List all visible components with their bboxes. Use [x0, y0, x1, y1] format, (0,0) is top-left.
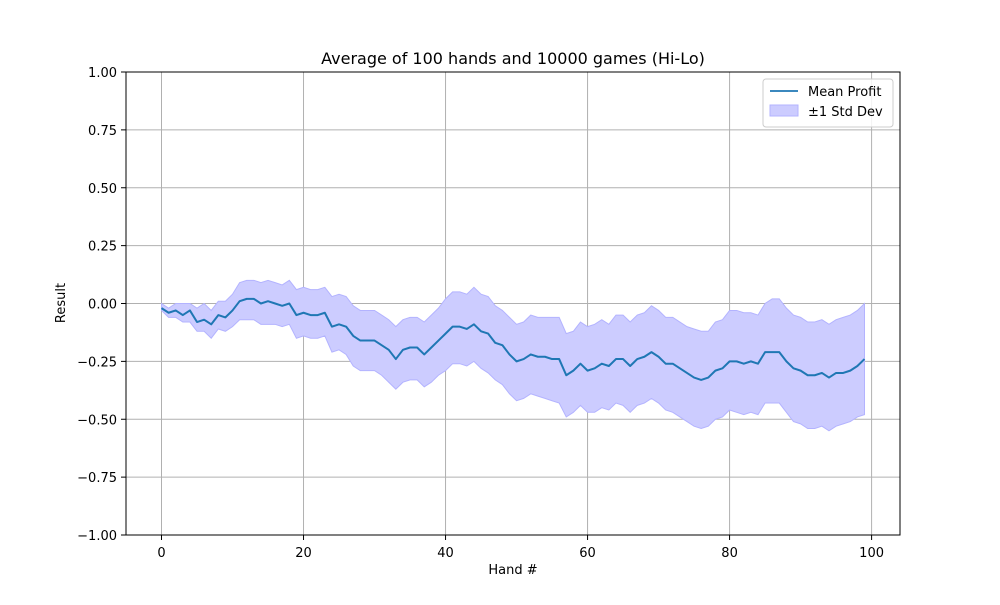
- std-dev-band-area: [161, 279, 865, 432]
- x-tick-label: 60: [579, 546, 596, 561]
- legend-label-std-dev: ±1 Std Dev: [808, 105, 883, 120]
- y-tick-label: −0.75: [77, 471, 117, 486]
- std-dev-band: [161, 279, 865, 432]
- legend: Mean Profit ±1 Std Dev: [762, 78, 894, 128]
- chart-title: Average of 100 hands and 10000 games (Hi…: [321, 49, 705, 68]
- y-tick-label: 0.25: [88, 240, 117, 255]
- x-tick-label: 40: [437, 546, 454, 561]
- x-axis-label: Hand #: [488, 563, 537, 578]
- y-axis-ticks: −1.00 −0.75 −0.50 −0.25 0.00 0.25 0.50 0.75 1.00: [77, 66, 126, 544]
- y-tick-label: 1.00: [88, 66, 117, 81]
- legend-band-swatch: [769, 104, 799, 117]
- y-tick-label: −1.00: [77, 529, 117, 544]
- mean-profit-line: [160, 297, 866, 381]
- y-tick-label: 0.00: [88, 298, 117, 313]
- x-tick-label: 80: [721, 546, 738, 561]
- y-tick-label: −0.25: [77, 355, 117, 370]
- x-tick-label: 20: [295, 546, 312, 561]
- x-tick-label: 0: [157, 546, 165, 561]
- y-axis-label: Result: [54, 283, 69, 323]
- y-tick-label: −0.50: [77, 413, 117, 428]
- y-tick-label: 0.50: [88, 182, 117, 197]
- x-axis-ticks: 0 20 40 60 80 100: [157, 535, 884, 561]
- legend-label-mean-profit: Mean Profit: [808, 85, 881, 100]
- mean-profit-polyline: [160, 297, 866, 381]
- y-tick-label: 0.75: [88, 124, 117, 139]
- x-tick-label: 100: [859, 546, 884, 561]
